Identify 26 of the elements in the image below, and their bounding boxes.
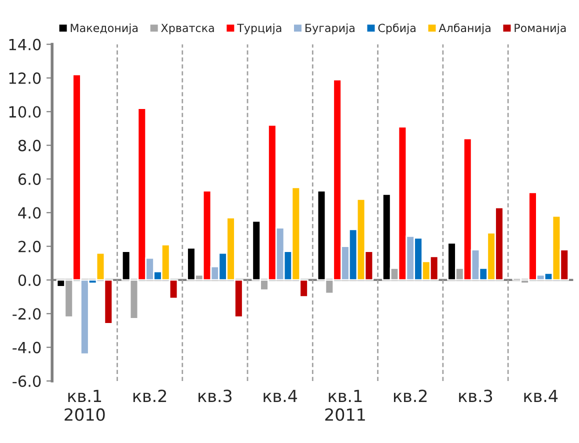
y-tick-label: 14.0 (9, 38, 41, 50)
y-tick-label: 8.0 (18, 140, 41, 152)
legend-label: Србија (378, 23, 416, 34)
y-tick-label: 2.0 (18, 240, 41, 252)
legend-label: Албанија (438, 23, 490, 34)
legend-label: Македонија (70, 24, 138, 34)
x-tick-label: кв.3 (198, 390, 232, 402)
x-tick-label: кв.3 (459, 390, 492, 402)
x-tick-label: кв.2 (394, 390, 427, 402)
x-tick-label: кв.4 (524, 390, 558, 402)
y-tick-label: 10.0 (9, 106, 41, 118)
x-tick-label: кв.2 (133, 390, 166, 402)
y-tick-label: 6.0 (18, 173, 41, 185)
y-tick-label: 4.0 (18, 207, 41, 219)
x-tick-label: кв.1 2011 (325, 390, 365, 421)
legend-label: Хрватска (161, 24, 214, 34)
legend-label: Бугарија (306, 24, 354, 34)
y-tick-label: 0.0 (18, 274, 41, 286)
legend-label: Турција (237, 24, 282, 34)
x-tick-label: кв.4 (264, 390, 298, 402)
y-tick-label: -4.0 (12, 342, 41, 354)
y-tick-label: -2.0 (12, 308, 41, 320)
x-tick-label: кв.1 2010 (64, 390, 105, 421)
y-tick-label: -6.0 (12, 375, 41, 387)
legend-label: Романија (514, 24, 566, 34)
y-tick-label: 12.0 (9, 72, 41, 84)
